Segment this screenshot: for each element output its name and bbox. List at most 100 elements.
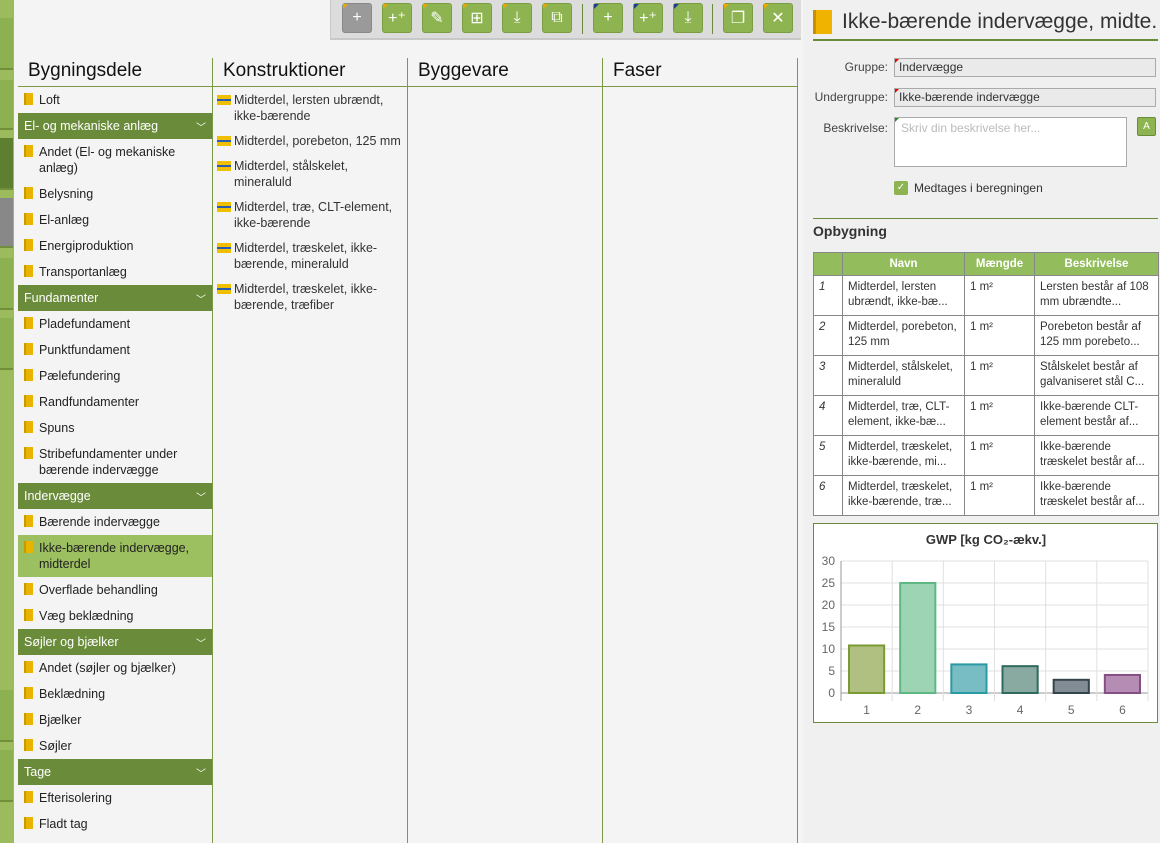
table-row[interactable]: 6 Midterdel, træskelet, ikke-bærende, træ… [813,475,1159,516]
toolbar-button-add-multiple[interactable]: +⁺ [382,3,412,33]
list-item[interactable]: El-anlæg [18,207,212,233]
table-cell: Ikke-bærende træskelet består af... [1034,475,1159,516]
beskrivelse-input[interactable]: Skriv din beskrivelse her... [894,117,1127,167]
list-item[interactable]: Bærende indervægge [18,509,212,535]
list-item[interactable]: Ikke-bærende indervægge, midterdel [18,535,212,577]
table-header: Beskrivelse [1034,252,1159,276]
table-cell: Lersten består af 108 mm ubrændte... [1034,275,1159,316]
toolbar-button-copy[interactable]: ❐ [723,3,753,33]
construction-label: Midterdel, træskelet, ikke-bærende, mine… [234,241,378,271]
list-item[interactable]: Efterisolering [18,785,212,811]
table-row[interactable]: 1 Midterdel, lersten ubrændt, ikke-bæ... 1… [813,275,1159,316]
group-header[interactable]: Tage ﹀ [18,759,212,785]
bygningsdele-list: Loft El- og mekaniske anlæg ﹀ Andet (El- og… [18,87,212,837]
item-label: Bærende indervægge [39,515,160,529]
list-item[interactable]: Væg beklædning [18,603,212,629]
toolbar-button-plus[interactable]: + [593,3,623,33]
bar-3 [950,663,988,694]
group-header[interactable]: El- og mekaniske anlæg ﹀ [18,113,212,139]
side-tab[interactable] [0,18,13,70]
list-item[interactable]: Pælefundering [18,363,212,389]
list-item[interactable]: Overflade behandling [18,577,212,603]
construction-item[interactable]: Midterdel, træ, CLT-element, ikke-bærend… [213,194,407,235]
x-tick-label: 5 [1068,703,1075,717]
text-format-button[interactable]: A [1137,117,1156,136]
table-cell: 6 [813,475,843,516]
list-item[interactable]: Belysning [18,181,212,207]
construction-label: Midterdel, porebeton, 125 mm [234,134,401,148]
table-cell: 5 [813,435,843,476]
list-item[interactable]: Energiproduktion [18,233,212,259]
side-tab[interactable] [0,198,13,248]
list-item[interactable]: Transportanlæg [18,259,212,285]
list-item[interactable]: Andet (søjler og bjælker) [18,655,212,681]
toolbar-button-add-multiple[interactable]: +⁺ [633,3,663,33]
group-label: El- og mekaniske anlæg [24,119,159,133]
gruppe-field[interactable]: Indervægge [894,58,1156,77]
group-header[interactable]: Fundamenter ﹀ [18,285,212,311]
add-multiple-icon: +⁺ [388,10,406,27]
construction-item[interactable]: Midterdel, træskelet, ikke-bærende, mine… [213,235,407,276]
main-panel: Bygningsdele Loft El- og mekaniske anlæg ﹀… [18,0,800,843]
construction-label: Midterdel, stålskelet, mineraluld [234,159,348,189]
construction-item[interactable]: Midterdel, stålskelet, mineraluld [213,153,407,194]
toolbar-button-external-link[interactable]: ⧉ [542,3,572,33]
table-cell: Ikke-bærende CLT-element består af... [1034,395,1159,436]
list-item[interactable]: Fladt tag [18,811,212,837]
side-tab[interactable] [0,750,13,802]
toolbar-button-plus[interactable]: + [342,3,372,33]
item-label: Andet (El- og mekaniske anlæg) [39,145,176,175]
opbygning-table: Navn Mængde Beskrivelse 1 Midterdel, lerste… [813,252,1159,516]
building-part-icon [24,583,33,595]
construction-icon [217,161,231,171]
opbygning-section: Navn Mængde Beskrivelse 1 Midterdel, lerste… [813,252,1159,723]
toolbar-button-edit[interactable]: ✎ [422,3,452,33]
table-row[interactable]: 5 Midterdel, træskelet, ikke-bærende, mi.… [813,435,1159,476]
toolbar-button-hierarchy[interactable]: ⊞ [462,3,492,33]
side-tab[interactable] [0,80,13,130]
list-item[interactable]: Beklædning [18,681,212,707]
side-tab[interactable] [0,690,13,742]
building-part-icon [813,10,832,34]
list-item[interactable]: Andet (El- og mekaniske anlæg) [18,139,212,181]
list-item[interactable]: Stribefundamenter under bærende indervæg… [18,441,212,483]
y-tick-label: 30 [822,554,836,568]
table-row[interactable]: 2 Midterdel, porebeton, 125 mm 1 m² Porebet… [813,315,1159,356]
item-label: Belysning [39,187,94,201]
group-header[interactable]: Indervægge ﹀ [18,483,212,509]
toolbar-button-download[interactable]: ⤓ [502,3,532,33]
side-tab[interactable] [0,318,13,370]
undergruppe-field[interactable]: Ikke-bærende indervægge [894,88,1156,107]
list-item[interactable]: Pladefundament [18,311,212,337]
list-item[interactable]: Spuns [18,415,212,441]
add-multiple-icon: +⁺ [639,10,657,27]
construction-item[interactable]: Midterdel, træskelet, ikke-bærende, træf… [213,276,407,317]
table-cell: Midterdel, træ, CLT-element, ikke-bæ... [842,395,965,436]
item-label: Søjler [39,739,72,753]
table-cell: 1 m² [964,275,1035,316]
construction-item[interactable]: Midterdel, porebeton, 125 mm [213,128,407,153]
table-row[interactable]: 4 Midterdel, træ, CLT-element, ikke-bæ...… [813,395,1159,436]
medtages-checkbox[interactable]: ✓ Medtages i beregningen [894,181,1043,195]
table-cell: 1 m² [964,435,1035,476]
toolbar-button-download[interactable]: ⤓ [673,3,703,33]
item-label: Beklædning [39,687,106,701]
toolbar-button-close[interactable]: ✕ [763,3,793,33]
side-tab[interactable] [0,138,13,190]
building-part-icon [24,515,33,527]
side-tab[interactable] [0,258,13,310]
construction-item[interactable]: Midterdel, lersten ubrændt, ikke-bærende [213,87,407,128]
y-tick-label: 25 [822,576,836,590]
list-item[interactable]: Søjler [18,733,212,759]
item-label: Loft [39,93,60,107]
chart-title: GWP [kg CO₂-ækv.] [926,532,1046,547]
table-row[interactable]: 3 Midterdel, stålskelet, mineraluld 1 m² St… [813,355,1159,396]
building-part-icon [24,369,33,381]
list-item[interactable]: Randfundamenter [18,389,212,415]
list-item[interactable]: Loft [18,87,212,113]
list-item[interactable]: Punktfundament [18,337,212,363]
construction-label: Midterdel, træ, CLT-element, ikke-bærend… [234,200,393,230]
list-item[interactable]: Bjælker [18,707,212,733]
group-header[interactable]: Søjler og bjælker ﹀ [18,629,212,655]
detail-header: Ikke-bærende indervægge, midte... [813,5,1158,41]
